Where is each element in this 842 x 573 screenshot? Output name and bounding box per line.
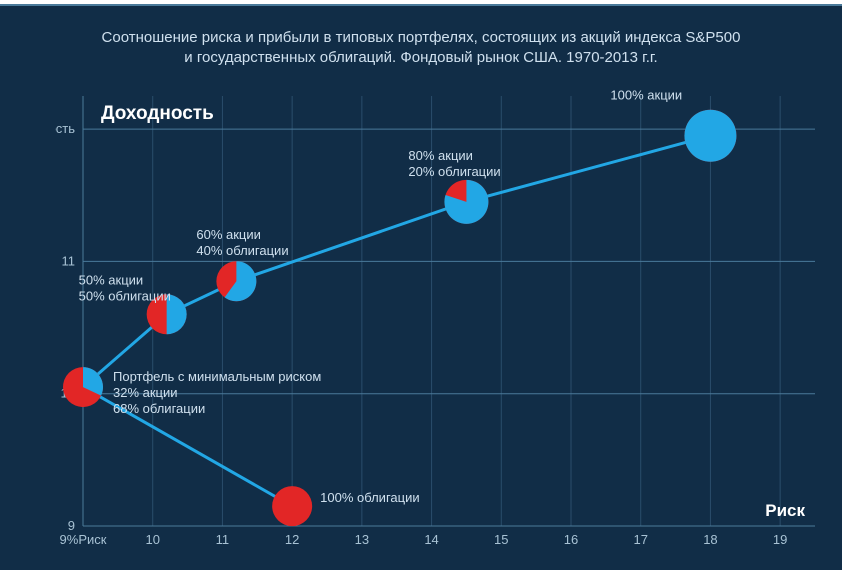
portfolio-label: Портфель с минимальным риском: [113, 369, 321, 384]
x-tick-label: 16: [564, 532, 578, 547]
title-line-1: Соотношение риска и прибыли в типовых по…: [102, 29, 741, 46]
portfolio-label: 68% облигации: [113, 401, 205, 416]
portfolio-label: Портфель с максимальным риском: [610, 86, 823, 87]
portfolio-label: 20% облигации: [408, 164, 500, 179]
y-axis-title: Доходность: [101, 103, 214, 124]
x-tick-label: 19: [773, 532, 787, 547]
x-tick-label: 11: [216, 532, 230, 547]
x-axis-title: Риск: [765, 501, 805, 520]
portfolio-pie: [272, 486, 312, 526]
chart-title: Соотношение риска и прибыли в типовых по…: [20, 28, 822, 69]
risk-return-chart: Доходность Риск 12% Доходность 9 10 11 9%Риск 1…: [55, 86, 825, 566]
portfolio-label: 60% акции: [196, 227, 261, 242]
x-tick-label: 15: [494, 532, 508, 547]
x-tick-label: 18: [703, 532, 717, 547]
chart-panel: Соотношение риска и прибыли в типовых по…: [0, 4, 842, 570]
x-tick-label: 13: [355, 532, 369, 547]
x-tick-label: 17: [633, 532, 647, 547]
chart-svg: Доходность Риск 12% Доходность 9 10 11 9%Риск 1…: [55, 86, 825, 566]
portfolio-label: 50% облигации: [79, 288, 171, 303]
portfolio-label: 100% облигации: [320, 490, 419, 505]
portfolio-label: 100% акции: [610, 88, 682, 103]
y-tick-label: 9: [68, 518, 75, 533]
x-tick-label: 10: [145, 532, 159, 547]
portfolio-label: 32% акции: [113, 385, 178, 400]
title-line-2: и государственных облигаций. Фондовый ры…: [184, 49, 657, 66]
x-tick-label: 9%Риск: [60, 532, 107, 547]
portfolio-label: 40% облигации: [196, 243, 288, 258]
x-tick-label: 14: [424, 532, 438, 547]
y-tick-label: 12% Доходность: [55, 121, 75, 136]
y-tick-label: 11: [62, 253, 76, 268]
portfolio-label: 50% акции: [79, 272, 144, 287]
x-tick-label: 12: [285, 532, 299, 547]
portfolio-label: 80% акции: [408, 148, 473, 163]
portfolio-pie-stock: [684, 110, 736, 162]
